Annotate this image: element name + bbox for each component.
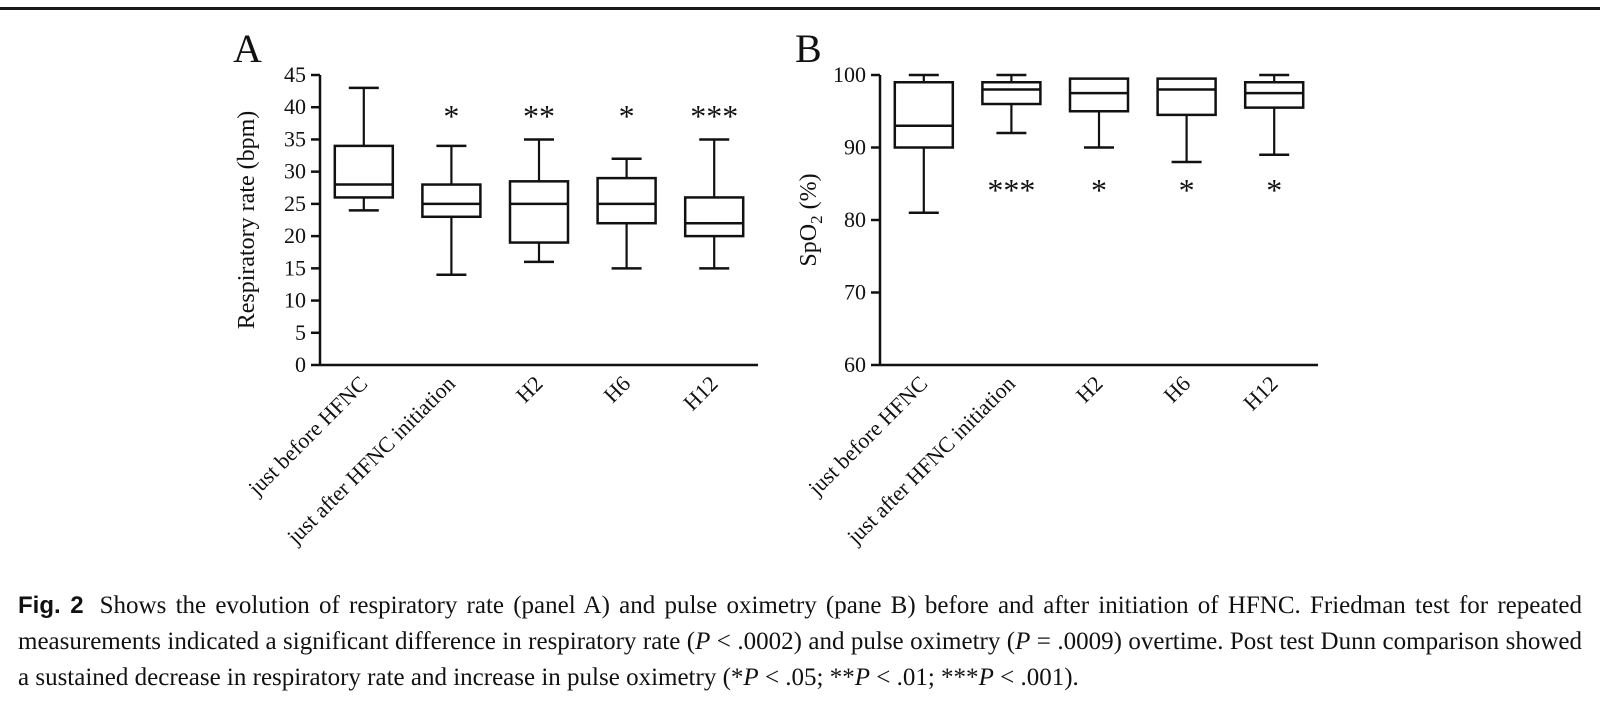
x-category-label: H6 [598,371,635,408]
y-tick-label: 45 [284,62,306,87]
x-category-label: H2 [1071,371,1108,408]
significance-marker: ** [523,98,555,134]
panel-letter: A [233,26,262,71]
iqr-box [1068,77,1130,113]
caption-text-segment: P [695,628,711,655]
y-tick-label: 35 [284,126,306,151]
y-tick-label: 80 [844,207,866,232]
caption-text-segment: < .0002) and pulse oximetry ( [710,628,1016,655]
iqr-box [1156,77,1217,117]
x-category-label: just after HFNC initiation [841,371,1020,550]
caption-text-segment: < .01; *** [870,664,979,691]
caption-text-segment: P [978,664,994,691]
panel-a: A 0 5 10 15 20 25 30 35 40 45 Respiratory rate (bpm… [233,26,758,550]
x-category-label: just after HFNC initiation [281,371,460,550]
iqr-box [596,176,657,225]
iqr-box [893,81,955,149]
box-4: * [1243,73,1305,208]
caption-text-segment: P [743,664,759,691]
box-4: *** [683,98,745,270]
x-category-label: H6 [1158,371,1195,408]
y-tick-label: 100 [833,62,866,87]
x-category-label: H12 [1238,371,1282,415]
y-tick-label: 40 [284,94,306,119]
iqr-box [508,180,570,244]
caption-text-segment: < .05; ** [758,664,855,691]
y-tick-label: 0 [295,352,306,377]
caption-label: Fig. 2 [18,592,84,619]
caption-text-segment: < .001). [993,664,1079,691]
iqr-box [683,196,745,238]
caption-text-segment: P [1015,628,1031,655]
top-rule [0,7,1600,10]
caption-text-segment: = .0009) overtime. Post test Dunn compar… [18,628,1582,691]
box-1: *** [981,73,1042,208]
box-3: * [596,98,657,270]
y-tick-label: 70 [844,280,866,305]
significance-marker: * [443,98,459,134]
significance-marker: * [1266,172,1282,208]
panel-letter: B [795,26,822,71]
y-tick-label: 60 [844,352,866,377]
iqr-box [981,81,1042,106]
iqr-box [1243,81,1305,109]
significance-marker: * [1179,172,1195,208]
iqr-box [333,144,395,199]
y-tick-label: 20 [284,223,306,248]
box-2: * [1068,77,1130,208]
x-category-label: H12 [678,371,722,415]
y-axis-label: SpO2 (%) [796,173,826,266]
significance-marker: *** [987,172,1035,208]
box-3: * [1156,77,1217,208]
y-tick-label: 30 [284,159,306,184]
iqr-box [421,183,482,219]
box-1: * [421,98,482,277]
figure-charts: A 0 5 10 15 20 25 30 35 40 45 Respiratory rate (bpm… [233,26,1318,550]
significance-marker: * [1091,172,1107,208]
y-axis-label: Respiratory rate (bpm) [234,111,260,330]
y-tick-label: 25 [284,191,306,216]
significance-marker: *** [690,98,738,134]
y-tick-label: 10 [284,288,306,313]
caption-text-segment: P [854,664,871,691]
y-tick-label: 5 [295,320,306,345]
y-tick-label: 15 [284,255,306,280]
box-2: ** [508,98,570,264]
box-0 [893,73,955,214]
y-tick-label: 90 [844,135,866,160]
significance-marker: * [619,98,635,134]
figure-caption: Fig. 2 Shows the evolution of respiratory… [18,588,1582,696]
caption-text-segment: Shows the evolution of respiratory rate … [18,592,1583,655]
box-0 [333,86,395,212]
x-category-label: H2 [511,371,548,408]
